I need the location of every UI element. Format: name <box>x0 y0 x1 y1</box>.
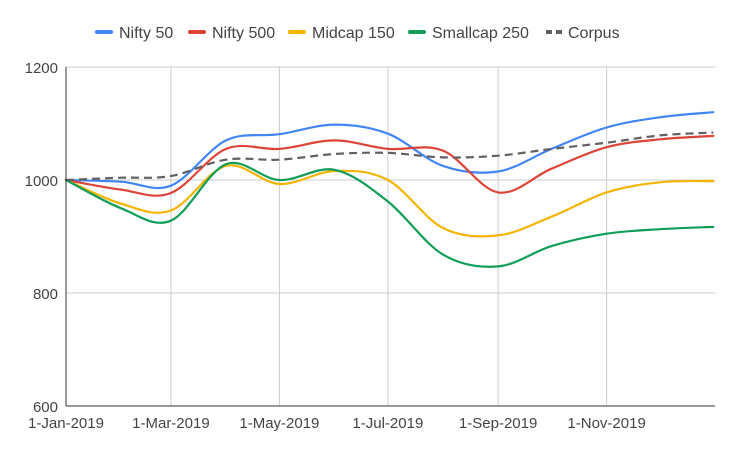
x-tick-label: 1-Sep-2019 <box>459 415 537 432</box>
series-line-midcap-150 <box>64 164 715 238</box>
legend-label: Smallcap 250 <box>432 25 529 42</box>
legend-label: Midcap 150 <box>312 25 395 42</box>
x-tick-label: 1-May-2019 <box>239 415 319 432</box>
series-layer <box>64 111 715 268</box>
x-tick-label: 1-Jul-2019 <box>352 415 423 432</box>
x-tick-label: 1-Nov-2019 <box>567 415 645 432</box>
y-tick-label: 1200 <box>25 60 58 77</box>
series-line-nifty-500 <box>64 134 715 197</box>
legend-item-nifty-50[interactable]: Nifty 50 <box>95 25 173 42</box>
legend-item-midcap-150[interactable]: Midcap 150 <box>288 25 395 42</box>
legend-item-smallcap-250[interactable]: Smallcap 250 <box>408 25 529 42</box>
series-line-smallcap-250 <box>64 161 715 268</box>
x-tick-label: 1-Mar-2019 <box>132 415 210 432</box>
series-line-nifty-50 <box>64 111 715 190</box>
legend-label: Nifty 50 <box>119 25 173 42</box>
legend-item-corpus[interactable]: Corpus <box>546 25 620 42</box>
legend-item-nifty-500[interactable]: Nifty 500 <box>188 25 275 42</box>
y-tick-label: 1000 <box>25 173 58 190</box>
series-line-corpus <box>65 131 714 182</box>
legend-label: Corpus <box>568 25 620 42</box>
x-tick-label: 1-Jan-2019 <box>28 415 104 432</box>
grid-layer <box>65 66 715 407</box>
y-tick-label: 600 <box>33 399 58 416</box>
axis-layer: 600 800 1000 1200 1-Jan-2019 1-Mar-2019 1-May-… <box>25 60 715 432</box>
y-tick-label: 800 <box>33 286 58 303</box>
legend-label: Nifty 500 <box>212 25 275 42</box>
legend: Nifty 50 Nifty 500 Midcap 150 Smallcap 250 C… <box>95 25 620 42</box>
